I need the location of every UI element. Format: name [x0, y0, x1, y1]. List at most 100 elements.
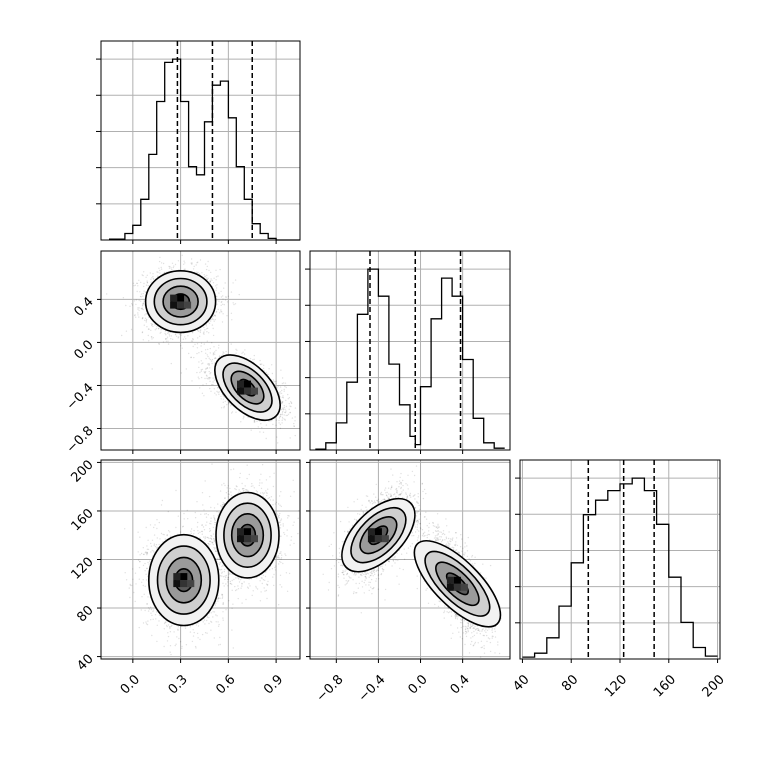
sample-point	[178, 336, 180, 338]
sample-point	[212, 315, 215, 317]
sample-point	[144, 317, 147, 319]
sample-point	[204, 263, 207, 265]
sample-point	[216, 295, 218, 298]
sample-point	[170, 338, 172, 340]
sample-point	[207, 363, 209, 365]
sample-point	[138, 307, 140, 309]
sample-point	[196, 343, 199, 345]
sample-point	[146, 282, 148, 284]
sample-point	[184, 268, 186, 270]
sample-point	[191, 262, 193, 264]
sample-point	[146, 280, 148, 282]
sample-point	[200, 350, 203, 353]
density-cell	[170, 294, 178, 302]
sample-point	[132, 282, 135, 284]
sample-point	[220, 309, 222, 311]
sample-point	[283, 382, 285, 384]
sample-point	[197, 521, 199, 524]
sample-point	[217, 625, 220, 627]
sample-point	[160, 331, 162, 333]
sample-point	[210, 372, 212, 374]
sample-point	[142, 303, 144, 305]
sample-point	[209, 280, 211, 282]
sample-point	[211, 362, 213, 365]
sample-point	[272, 379, 275, 381]
sample-point	[190, 340, 193, 342]
sample-point	[208, 269, 210, 272]
sample-point	[211, 342, 213, 344]
sample-point	[210, 390, 212, 392]
sample-point	[235, 352, 237, 354]
sample-point	[166, 332, 169, 334]
density-cell	[244, 380, 251, 388]
sample-point	[196, 329, 199, 331]
sample-point	[151, 336, 153, 338]
sample-point	[152, 275, 154, 278]
sample-point	[244, 349, 246, 351]
sample-point	[278, 422, 280, 424]
sample-point	[199, 330, 201, 332]
sample-point	[216, 303, 218, 305]
sample-point	[148, 563, 150, 565]
sample-point	[287, 393, 289, 396]
sample-point	[290, 401, 292, 403]
sample-point	[138, 626, 140, 629]
hist-0-grid	[101, 41, 300, 240]
sample-point	[198, 366, 200, 369]
sample-point	[145, 321, 147, 323]
sample-point	[151, 324, 153, 327]
sample-point	[265, 424, 268, 426]
sample-point	[281, 401, 283, 404]
sample-point	[192, 332, 194, 334]
sample-point	[214, 314, 216, 316]
sample-point	[285, 386, 287, 389]
sample-point	[289, 405, 291, 407]
sample-point	[208, 363, 210, 365]
sample-point	[241, 352, 243, 354]
sample-point	[242, 418, 244, 420]
sample-point	[206, 274, 208, 277]
sample-point	[143, 271, 145, 273]
sample-point	[253, 419, 256, 422]
sample-point	[232, 282, 234, 284]
sample-point	[277, 385, 279, 388]
sample-point	[133, 285, 135, 287]
sample-point	[171, 268, 173, 271]
sample-point	[214, 318, 216, 321]
sample-point	[137, 531, 139, 533]
sample-point	[217, 275, 219, 277]
sample-point	[136, 282, 139, 285]
sample-point	[223, 405, 225, 408]
sample-point	[171, 262, 174, 264]
sample-point	[281, 419, 283, 421]
density-cell	[237, 380, 244, 388]
sample-point	[181, 254, 183, 256]
sample-point	[209, 367, 211, 369]
sample-point	[169, 266, 171, 268]
sample-point	[205, 383, 208, 385]
sample-point	[198, 378, 200, 380]
sample-point	[150, 281, 152, 283]
sample-point	[220, 296, 223, 298]
sample-point	[207, 514, 209, 516]
sample-point	[200, 369, 202, 371]
sample-point	[230, 312, 233, 314]
sample-point	[220, 304, 222, 306]
sample-point	[204, 275, 206, 277]
sample-point	[155, 328, 158, 330]
sample-point	[212, 334, 215, 337]
sample-point	[157, 328, 160, 330]
sample-point	[146, 313, 148, 315]
sample-point	[146, 281, 149, 284]
sample-point	[214, 315, 217, 317]
sample-point	[121, 334, 123, 337]
sample-point	[183, 260, 185, 262]
sample-point	[165, 334, 167, 336]
sample-point	[202, 384, 204, 386]
sample-point	[142, 553, 145, 556]
sample-point	[129, 596, 131, 599]
sample-point	[220, 290, 222, 293]
density-cell	[170, 301, 178, 309]
sample-point	[145, 319, 147, 322]
